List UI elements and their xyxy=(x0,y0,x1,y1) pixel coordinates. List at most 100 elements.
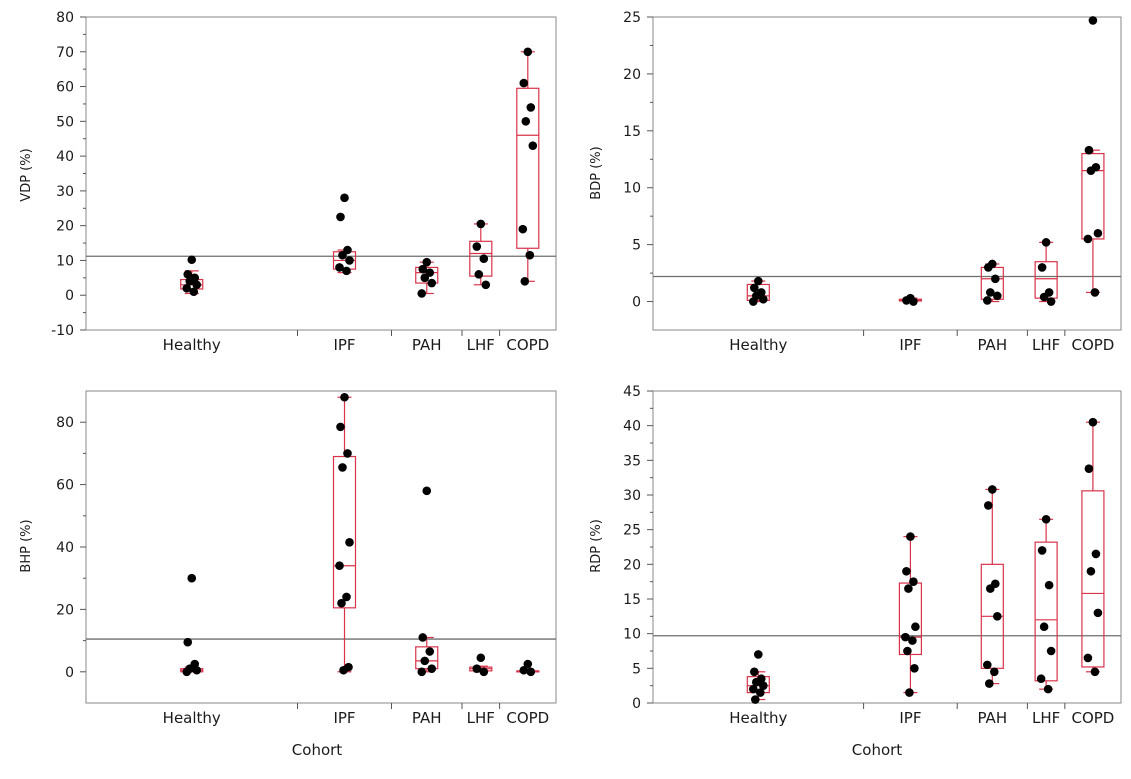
box-plot-ipf xyxy=(332,193,357,276)
data-point xyxy=(990,667,999,677)
data-point xyxy=(1088,417,1098,427)
data-point xyxy=(425,647,435,656)
data-point xyxy=(427,278,437,288)
data-point xyxy=(1043,684,1053,694)
box-plot-pah xyxy=(980,259,1004,305)
y-tick-label: 20 xyxy=(623,67,641,83)
data-point xyxy=(481,280,491,290)
data-point xyxy=(338,250,347,260)
chart-3: 0 5 10 15 20 25 30 35 40 45 Healthy IPF PAH LHF COPD xyxy=(623,384,1122,727)
x-tick-label: COPD xyxy=(506,336,549,354)
x-tick-label: IPF xyxy=(333,336,355,354)
y-axis-label: RDP (%) xyxy=(589,519,604,573)
y-tick-label: 10 xyxy=(56,253,74,269)
y-tick-label: 70 xyxy=(56,45,74,61)
data-point xyxy=(418,633,428,642)
data-point xyxy=(342,266,351,276)
y-tick-label: 10 xyxy=(623,627,641,643)
data-point xyxy=(902,296,911,305)
x-axis-label: Cohort xyxy=(292,741,343,759)
data-point xyxy=(1041,238,1051,247)
data-point xyxy=(759,681,768,690)
y-tick-label: 20 xyxy=(56,219,74,235)
plot-frame xyxy=(85,390,557,704)
data-point xyxy=(336,422,345,432)
y-tick-label: 20 xyxy=(56,602,74,618)
x-tick-label: LHF xyxy=(1032,709,1060,727)
y-tick-label: 0 xyxy=(632,295,641,311)
panel-bhp: BHP (%) Cohort xyxy=(19,519,342,759)
data-point xyxy=(338,463,347,472)
data-point xyxy=(427,664,437,673)
y-tick-label: 25 xyxy=(623,523,641,539)
y-tick-label: 0 xyxy=(65,665,74,681)
data-point xyxy=(476,219,486,229)
data-point xyxy=(518,224,528,234)
data-point xyxy=(984,263,993,272)
y-tick-label: 45 xyxy=(623,384,641,400)
box-plot-copd xyxy=(516,659,540,677)
data-point xyxy=(1093,228,1103,238)
data-point xyxy=(909,577,918,586)
y-tick-label: 0 xyxy=(632,696,641,712)
y-tick-label: 10 xyxy=(623,181,641,197)
y-axis-label: BHP (%) xyxy=(19,519,34,572)
box-iqr xyxy=(332,455,357,609)
y-tick-label: 80 xyxy=(56,10,74,26)
data-point xyxy=(1084,145,1094,155)
data-point xyxy=(1036,674,1046,684)
data-point xyxy=(756,688,765,697)
data-point xyxy=(902,566,911,576)
data-point xyxy=(519,78,529,88)
box-iqr xyxy=(1081,490,1105,668)
box-plot-copd xyxy=(1081,417,1105,677)
y-tick-label: 5 xyxy=(632,661,641,677)
y-tick-label: 30 xyxy=(56,184,74,200)
data-point xyxy=(523,47,533,57)
x-tick-label: Healthy xyxy=(729,709,787,727)
box-plot-pah xyxy=(415,257,439,298)
data-point xyxy=(749,297,758,306)
x-tick-label: LHF xyxy=(467,336,495,354)
data-point xyxy=(345,256,354,265)
box-plot-lhf xyxy=(469,653,493,677)
data-point xyxy=(908,636,917,645)
x-tick-label: IPF xyxy=(899,709,921,727)
y-tick-label: 0 xyxy=(65,288,74,304)
y-tick-label: 60 xyxy=(56,80,74,96)
x-tick-label: Healthy xyxy=(729,336,787,354)
plot-frame xyxy=(652,16,1122,331)
y-axis-label: BDP (%) xyxy=(589,146,604,199)
box-plot-copd xyxy=(516,47,540,286)
data-point xyxy=(983,296,992,305)
data-point xyxy=(417,289,427,298)
y-tick-label: 5 xyxy=(632,238,641,254)
data-point xyxy=(342,592,351,602)
data-point xyxy=(1086,166,1096,175)
box-plot-copd xyxy=(1081,16,1105,297)
y-tick-label: 25 xyxy=(623,10,641,26)
data-point xyxy=(187,573,197,583)
box-iqr xyxy=(415,266,439,284)
x-tick-label: PAH xyxy=(977,336,1007,354)
data-point xyxy=(1044,580,1054,590)
data-point xyxy=(525,250,535,260)
data-point xyxy=(340,392,349,402)
data-point xyxy=(904,584,913,593)
data-point xyxy=(906,532,915,541)
data-point xyxy=(472,242,482,251)
data-point xyxy=(183,637,193,647)
x-tick-label: Healthy xyxy=(163,336,221,354)
data-point xyxy=(1046,646,1056,656)
y-tick-label: 80 xyxy=(56,415,74,431)
y-tick-label: 20 xyxy=(623,557,641,573)
data-point xyxy=(417,667,427,677)
y-axis-label: VDP (%) xyxy=(19,148,34,201)
data-point xyxy=(476,653,486,663)
data-point xyxy=(420,273,430,283)
data-point xyxy=(754,276,763,286)
data-point xyxy=(986,584,995,593)
data-point xyxy=(752,677,761,687)
data-point xyxy=(751,695,760,704)
chart-2: 0 20 40 60 80 Healthy IPF PAH LHF COPD xyxy=(56,390,557,727)
